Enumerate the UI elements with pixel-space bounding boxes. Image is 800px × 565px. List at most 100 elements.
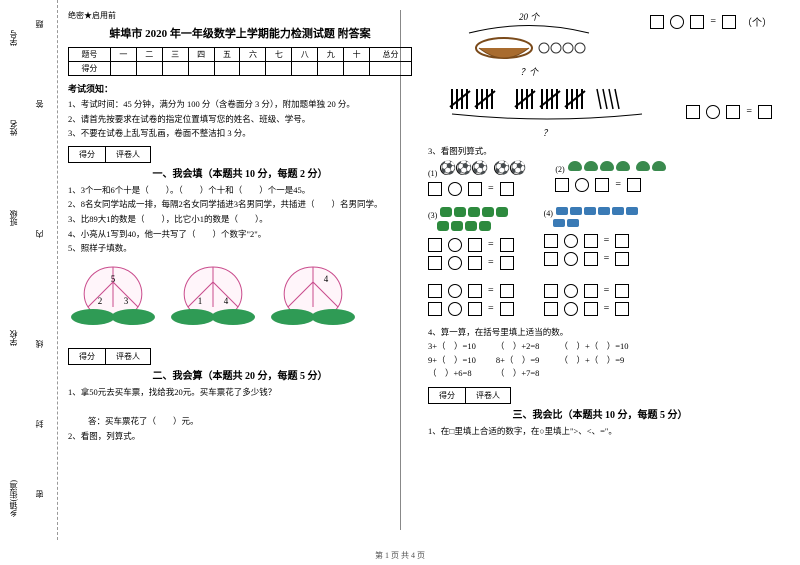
td: 得分	[69, 62, 111, 76]
notice-item: 2、请首先按要求在试卷的指定位置填写您的姓名、班级、学号。	[68, 113, 412, 127]
peach-icon: 1 4	[168, 262, 258, 332]
seal-hint: 封	[34, 420, 45, 428]
answer-box[interactable]	[584, 234, 598, 248]
calc-item: 9+（ ）=10	[428, 354, 476, 368]
answer-box[interactable]	[500, 182, 514, 196]
peach-val: 4	[324, 274, 329, 284]
td[interactable]	[318, 62, 344, 76]
answer-box[interactable]	[615, 252, 629, 266]
td[interactable]	[162, 62, 188, 76]
td[interactable]	[266, 62, 292, 76]
q-item: 1、拿50元去买车票，找给我20元。买车票花了多少钱？	[68, 386, 412, 400]
answer-box[interactable]	[500, 238, 514, 252]
td[interactable]	[188, 62, 214, 76]
td[interactable]	[136, 62, 162, 76]
op-circle[interactable]	[575, 178, 589, 192]
answer-box[interactable]	[650, 15, 664, 29]
answer-box[interactable]	[428, 182, 442, 196]
answer-box[interactable]	[468, 238, 482, 252]
unit-label: （个）	[742, 14, 772, 29]
op-circle[interactable]	[564, 302, 578, 316]
th: 三	[162, 48, 188, 62]
q-item: 4、算一算，在括号里填上适当的数。	[428, 326, 772, 340]
answer-box[interactable]	[615, 234, 629, 248]
peach-val: 1	[198, 296, 203, 306]
answer-box[interactable]	[544, 284, 558, 298]
equation-row: = （个）	[650, 14, 772, 29]
answer-box[interactable]	[428, 284, 442, 298]
op-circle[interactable]	[448, 284, 462, 298]
answer-box[interactable]	[555, 178, 569, 192]
pic-label: (3)	[428, 211, 437, 220]
answer-box[interactable]	[686, 105, 700, 119]
answer-box[interactable]	[584, 302, 598, 316]
answer-box[interactable]	[544, 302, 558, 316]
q-item: 2、看图，列算式。	[68, 430, 412, 444]
section-title: 三、我会比（本题共 10 分，每题 5 分）	[428, 406, 772, 421]
answer-box[interactable]	[722, 15, 736, 29]
bind-label: 学号	[8, 30, 19, 46]
td[interactable]	[214, 62, 240, 76]
table-row: 题号 一 二 三 四 五 六 七 八 九 十 总分	[69, 48, 412, 62]
op-circle[interactable]	[564, 284, 578, 298]
q-item: 5、照样子填数。	[68, 242, 412, 256]
answer-box[interactable]	[500, 302, 514, 316]
soccer-icon	[494, 161, 508, 175]
th: 七	[266, 48, 292, 62]
answer-box[interactable]	[544, 252, 558, 266]
pic-problem-2: (2) =	[555, 160, 666, 200]
answer-box[interactable]	[584, 284, 598, 298]
answer-box[interactable]	[428, 302, 442, 316]
tally-icon	[447, 84, 647, 124]
basket-icon	[459, 23, 599, 63]
td[interactable]	[110, 62, 136, 76]
answer-box[interactable]	[428, 238, 442, 252]
answer-box[interactable]	[627, 178, 641, 192]
op-circle[interactable]	[448, 302, 462, 316]
answer-box[interactable]	[615, 284, 629, 298]
op-circle[interactable]	[448, 182, 462, 196]
binding-margin: 学号 姓名 班级 学校 乡镇(街道) 题 答 内 线 封 密	[0, 0, 58, 540]
calc-item: （ ）+7=8	[496, 367, 540, 381]
td[interactable]	[292, 62, 318, 76]
op-circle[interactable]	[448, 256, 462, 270]
op-circle[interactable]	[670, 15, 684, 29]
page-content: 绝密★启用前 蚌埠市 2020 年一年级数学上学期能力检测试题 附答案 题号 一…	[0, 0, 800, 540]
answer-box[interactable]	[428, 256, 442, 270]
soccer-icon	[440, 161, 454, 175]
score-label: 得分	[69, 147, 106, 162]
op-circle[interactable]	[448, 238, 462, 252]
answer-box[interactable]	[468, 302, 482, 316]
answer-box[interactable]	[468, 284, 482, 298]
op-circle[interactable]	[706, 105, 720, 119]
answer-box[interactable]	[758, 105, 772, 119]
frog-icon	[451, 221, 463, 231]
pic-label: (4)	[544, 209, 553, 218]
answer-box[interactable]	[615, 302, 629, 316]
answer-box[interactable]	[595, 178, 609, 192]
frog-icon	[468, 207, 480, 217]
answer-box[interactable]	[726, 105, 740, 119]
answer-box[interactable]	[468, 256, 482, 270]
q-item: 1、3个一和6个十是（ ）。（ ）个十和（ ）个一是45。	[68, 184, 412, 198]
bird-icon	[612, 207, 624, 215]
td[interactable]	[240, 62, 266, 76]
bush-icon	[636, 161, 650, 171]
peach-icon: 5 2 3	[68, 262, 158, 332]
op-circle[interactable]	[564, 252, 578, 266]
answer-box[interactable]	[544, 234, 558, 248]
td[interactable]	[370, 62, 412, 76]
q-item: 3、比89大1的数是（ ），比它小1的数是（ ）。	[68, 213, 412, 227]
calc-item: （ ）+6=8	[428, 367, 476, 381]
answer-box[interactable]	[584, 252, 598, 266]
answer-box[interactable]	[500, 256, 514, 270]
answer-box[interactable]	[500, 284, 514, 298]
td[interactable]	[344, 62, 370, 76]
secrecy-label: 绝密★启用前	[68, 10, 412, 21]
answer-box[interactable]	[690, 15, 704, 29]
op-circle[interactable]	[564, 234, 578, 248]
q-item: 3、看图列算式。	[428, 145, 772, 159]
pic-label: (2)	[555, 165, 564, 174]
q-item: 2、8名女同学站成一排，每隔2名女同学插进3名男同学，共插进（ ）名男同学。	[68, 198, 412, 212]
answer-box[interactable]	[468, 182, 482, 196]
